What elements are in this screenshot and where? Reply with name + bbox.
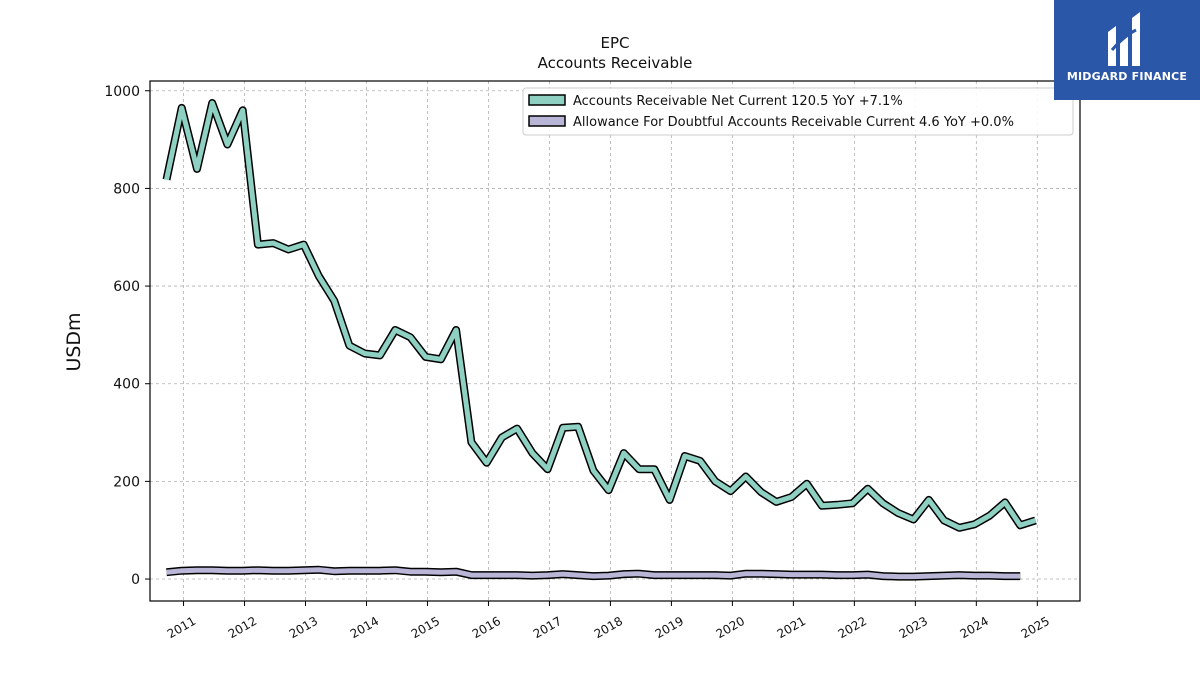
brand-name: MIDGARD FINANCE <box>1066 70 1188 83</box>
series-lines <box>162 99 1037 581</box>
x-tick-label: 2023 <box>897 614 930 641</box>
x-tick-label: 2021 <box>775 614 808 641</box>
x-tick-label: 2013 <box>287 614 320 641</box>
y-tick-label: 600 <box>113 279 140 295</box>
y-axis-label: USDm <box>63 312 85 371</box>
x-tick-label: 2025 <box>1019 614 1052 641</box>
legend-label-1: Allowance For Doubtful Accounts Receivab… <box>573 115 1014 130</box>
chart-subtitle: Accounts Receivable <box>538 54 693 72</box>
series-0-outline <box>162 99 1037 532</box>
plot-frame <box>149 80 1081 602</box>
chart-title: EPC <box>601 34 630 52</box>
x-tick-label: 2020 <box>714 614 747 641</box>
x-tick-label: 2017 <box>531 614 564 641</box>
legend-label-0: Accounts Receivable Net Current 120.5 Yo… <box>573 94 903 109</box>
legend: Accounts Receivable Net Current 120.5 Yo… <box>522 87 1074 136</box>
midgard-logo-icon <box>1108 12 1140 66</box>
x-tick-label: 2011 <box>165 614 198 641</box>
x-tick-label: 2024 <box>958 614 991 641</box>
x-tick-label: 2014 <box>348 614 381 641</box>
legend-swatch-1 <box>528 115 566 127</box>
x-tick-label: 2016 <box>470 614 503 641</box>
series-1-line <box>166 567 1021 580</box>
series-0-line <box>164 100 1037 531</box>
brand-logo: MIDGARD FINANCE <box>1054 0 1200 100</box>
x-tick-label: 2019 <box>653 614 686 641</box>
y-tick-label: 400 <box>113 377 140 393</box>
x-tick-label: 2015 <box>409 614 442 641</box>
grid <box>150 81 1080 601</box>
legend-box <box>522 87 1074 136</box>
x-tick-label: 2012 <box>226 614 259 641</box>
y-tick-label: 800 <box>113 181 140 197</box>
legend-swatch-0 <box>528 94 566 106</box>
y-tick-label: 200 <box>113 474 140 490</box>
y-tick-label: 0 <box>131 572 140 588</box>
y-tick-label: 1000 <box>104 84 140 100</box>
x-tick-label: 2022 <box>836 614 869 641</box>
x-tick-label: 2018 <box>592 614 625 641</box>
